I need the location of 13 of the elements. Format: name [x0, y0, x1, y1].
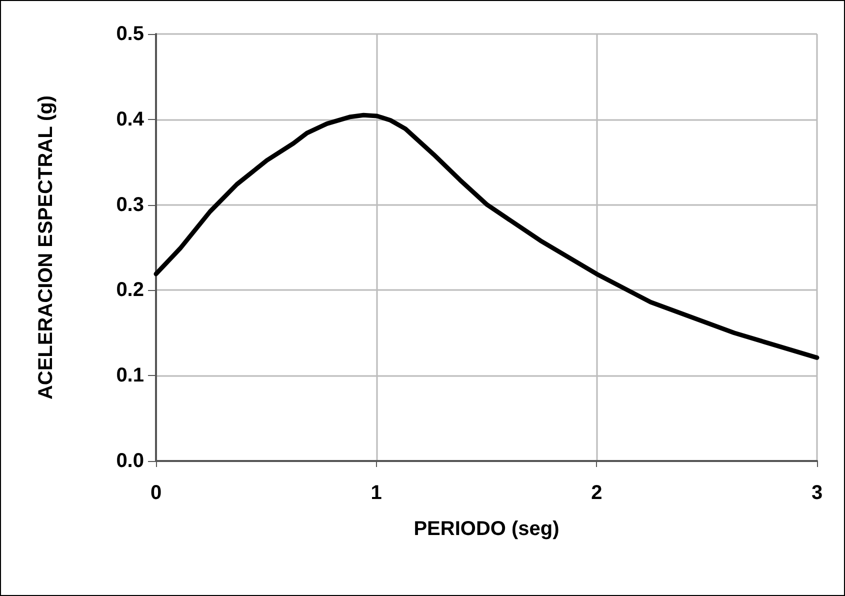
line-series [154, 112, 820, 360]
y-tick-label: 0.4 [116, 108, 145, 130]
x-tick-label: 2 [591, 482, 602, 504]
x-tick-label: 1 [370, 482, 382, 504]
y-tick-label: 0.0 [116, 450, 144, 472]
x-tick-label: 3 [811, 482, 823, 504]
y-axis-title: ACELERACION ESPECTRAL (g) [35, 95, 57, 400]
y-tick-label: 0.2 [116, 279, 144, 302]
x-tick-label: 0 [150, 482, 162, 504]
x-axis-title: PERIODO (seg) [414, 518, 560, 540]
y-tick-label: 0.1 [116, 364, 144, 387]
y-tick-label: 0.3 [116, 194, 144, 216]
y-tick-label: 0.5 [116, 23, 144, 45]
